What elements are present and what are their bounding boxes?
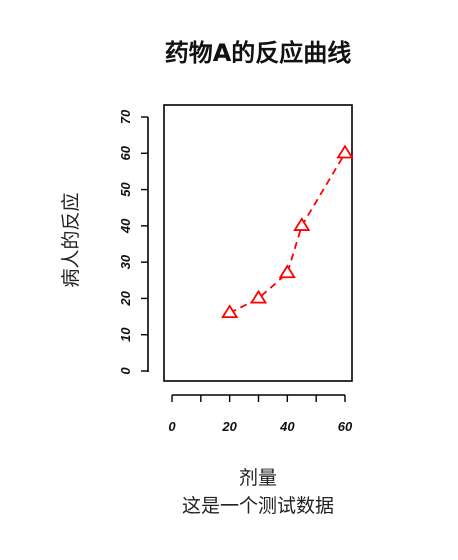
x-axis-label: 剂量: [239, 467, 277, 489]
y-tick-label: 40: [118, 218, 133, 234]
y-tick-label: 60: [118, 145, 133, 160]
data-series: [221, 144, 354, 319]
data-point: [278, 264, 296, 279]
data-point: [249, 289, 268, 304]
y-axis-label: 病人的反应: [60, 192, 82, 287]
data-point: [221, 304, 239, 319]
y-tick-label: 70: [118, 109, 133, 124]
chart-title: 药物A的反应曲线: [165, 39, 352, 67]
series-line: [229, 152, 346, 314]
y-tick-label: 10: [118, 327, 133, 342]
data-point: [336, 144, 354, 159]
x-tick-label: 60: [338, 419, 353, 434]
y-tick-label: 20: [118, 290, 133, 306]
plot-frame: [163, 104, 353, 382]
y-ticks: 0 10 20 30 40 50 60 70: [118, 109, 148, 375]
x-tick-label: 20: [221, 419, 237, 434]
data-point: [293, 217, 311, 231]
x-tick-label: 0: [168, 419, 176, 434]
y-tick-label: 50: [118, 182, 133, 197]
y-tick-label: 0: [118, 367, 133, 375]
chart-subtitle: 这是一个测试数据: [182, 495, 334, 517]
x-tick-label: 40: [279, 419, 295, 434]
x-ticks: 0 20 40 60: [168, 395, 353, 434]
y-tick-label: 30: [118, 254, 133, 269]
